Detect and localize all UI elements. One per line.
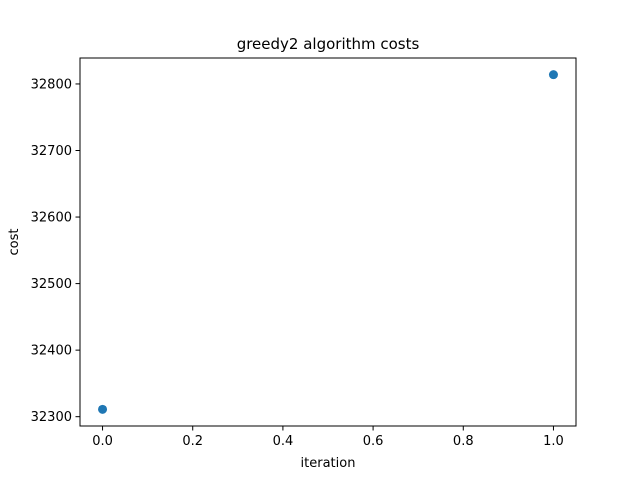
x-tick-label: 0.8: [453, 434, 474, 449]
x-axis-ticks: 0.0 0.2 0.4 0.6 0.8 1.0: [92, 426, 564, 449]
x-axis-label: iteration: [301, 456, 356, 471]
y-tick-label: 32600: [31, 211, 72, 226]
x-tick-label: 0.2: [182, 434, 203, 449]
y-tick-label: 32800: [31, 77, 72, 92]
x-tick-label: 1.0: [543, 434, 564, 449]
x-tick-label: 0.6: [363, 434, 384, 449]
plot-frame: [79, 57, 577, 427]
x-tick-label: 0.4: [273, 434, 294, 449]
data-point: [548, 70, 558, 80]
chart-title: greedy2 algorithm costs: [237, 35, 420, 53]
plot-area: 0.0 0.2 0.4 0.6 0.8 1.0 323003240032500326003…: [31, 57, 577, 449]
data-points: [98, 70, 558, 414]
y-axis-label: cost: [7, 229, 22, 256]
y-tick-label: 32300: [31, 410, 72, 425]
y-tick-label: 32500: [31, 277, 72, 292]
data-point: [98, 404, 108, 414]
y-axis-ticks: 32300 32400 32500 32600 32700 32800: [31, 77, 80, 425]
y-tick-label: 32400: [31, 344, 72, 359]
x-tick-label: 0.0: [92, 434, 113, 449]
y-tick-label: 32700: [31, 144, 72, 159]
